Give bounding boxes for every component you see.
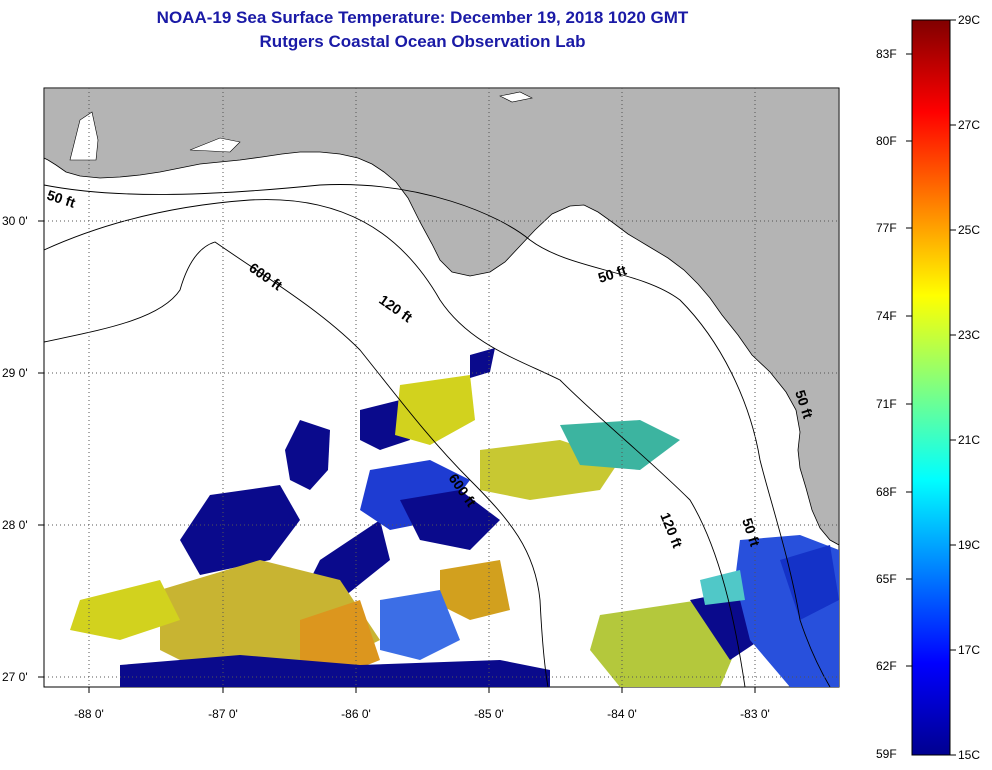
- colorbar-ticks: [906, 19, 956, 756]
- coastal-bay: [189, 137, 241, 153]
- lon-label: -84 0': [607, 707, 637, 721]
- colorbar-f-label: 65F: [876, 572, 897, 586]
- colorbar-c-label: 27C: [958, 118, 980, 132]
- mobile-bay: [69, 111, 99, 161]
- land-mass: [44, 88, 839, 546]
- sst-data-layer: [70, 348, 839, 687]
- colorbar-c-label: 29C: [958, 13, 980, 27]
- colorbar-c-label: 19C: [958, 538, 980, 552]
- lat-label: 29 0': [2, 366, 28, 380]
- bathymetry-contours: [44, 184, 831, 687]
- colorbar-f-label: 71F: [876, 397, 897, 411]
- colorbar-c-label: 17C: [958, 643, 980, 657]
- lat-label: 27 0': [2, 670, 28, 684]
- colorbar-f-label: 77F: [876, 221, 897, 235]
- colorbar-f-label: 68F: [876, 485, 897, 499]
- lon-label: -87 0': [208, 707, 238, 721]
- colorbar-c-label: 21C: [958, 433, 980, 447]
- colorbar-c-label: 25C: [958, 223, 980, 237]
- inland-lake: [499, 91, 533, 103]
- lat-label: 30 0': [2, 214, 28, 228]
- lon-label: -88 0': [74, 707, 104, 721]
- colorbar-f-label: 83F: [876, 47, 897, 61]
- axis-ticks: [38, 220, 756, 693]
- grid-lines: [44, 88, 839, 687]
- colorbar: [911, 19, 951, 756]
- lon-label: -85 0': [474, 707, 504, 721]
- lon-label: -86 0': [341, 707, 371, 721]
- lon-label: -83 0': [740, 707, 770, 721]
- map-subtitle: Rutgers Coastal Ocean Observation Lab: [259, 32, 586, 51]
- colorbar-f-label: 74F: [876, 309, 897, 323]
- map-title: NOAA-19 Sea Surface Temperature: Decembe…: [156, 8, 689, 27]
- colorbar-f-label: 59F: [876, 747, 897, 761]
- colorbar-f-label: 62F: [876, 659, 897, 673]
- colorbar-f-label: 80F: [876, 134, 897, 148]
- colorbar-c-label: 15C: [958, 748, 980, 762]
- lat-label: 28 0': [2, 518, 28, 532]
- colorbar-c-label: 23C: [958, 328, 980, 342]
